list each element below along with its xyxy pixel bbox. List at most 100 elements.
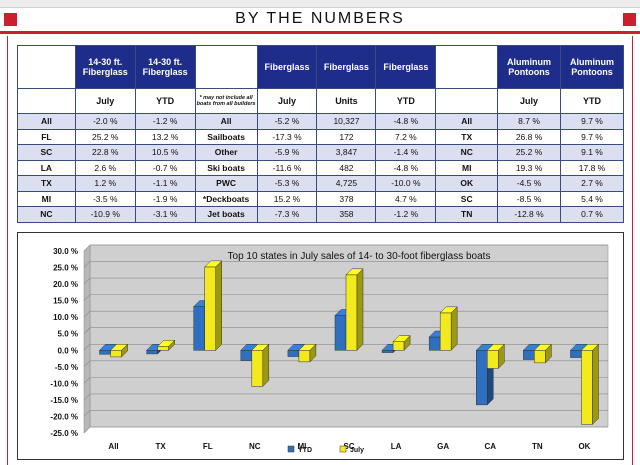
table-cell: Other xyxy=(194,144,258,161)
bar-top-july xyxy=(439,306,458,314)
bar-top-july xyxy=(580,344,600,351)
table-cell: 5.4 % xyxy=(560,190,624,207)
bar-side-july xyxy=(262,343,270,387)
red-square-left xyxy=(4,13,17,26)
table-cell: FL xyxy=(17,128,76,145)
right-rule xyxy=(632,36,633,465)
gridline xyxy=(83,261,608,268)
table-subheader-cell: Units xyxy=(316,88,377,114)
table-cell: 2.6 % xyxy=(74,159,136,176)
table-row: TX 1.2 % -1.1 % PWC -5.3 % 4,725 -10.0 % OK -4.5… xyxy=(17,175,624,192)
table-cell: TX xyxy=(17,175,76,192)
table-cell: -5.2 % xyxy=(256,113,318,130)
table-subheader-cell xyxy=(435,88,499,114)
table-cell: SC xyxy=(435,190,499,207)
table-cell: -1.9 % xyxy=(134,190,196,207)
bar-top-july xyxy=(392,335,411,342)
legend-label: July xyxy=(350,447,364,454)
table-row: MI -3.5 % -1.9 % *Deckboats 15.2 % 378 4.7 % SC… xyxy=(17,190,624,207)
table-cell: -4.8 % xyxy=(375,113,437,130)
bar-ytd xyxy=(476,350,488,406)
gridline xyxy=(83,393,608,401)
table-cell: -8.5 % xyxy=(497,190,561,207)
bar-july xyxy=(157,346,169,351)
table-cell: -12.8 % xyxy=(497,206,561,223)
table-cell: TN xyxy=(435,206,499,223)
gridline xyxy=(83,360,608,368)
y-tick-label: 5.0 % xyxy=(58,330,78,339)
y-tick-label: 10.0 % xyxy=(53,313,78,322)
table-row: NC -10.9 % -3.1 % Jet boats -7.3 % 358 -1.2 % T… xyxy=(17,206,624,223)
table-cell: 13.2 % xyxy=(134,128,196,145)
bar-july xyxy=(581,350,593,425)
table-cell: All xyxy=(435,113,499,130)
table-header-cell xyxy=(435,45,499,89)
bar-ytd xyxy=(287,350,300,357)
bar-july xyxy=(204,266,216,351)
table-cell: NC xyxy=(17,206,76,223)
title-bar: BY THE NUMBERS xyxy=(0,8,640,34)
gridline xyxy=(83,377,608,384)
table-subheader-cell: YTD xyxy=(560,88,624,114)
bar-top-july xyxy=(204,260,223,268)
y-tick-label: -25.0 % xyxy=(50,429,78,438)
table-header-cell: Aluminum Pontoons xyxy=(560,45,624,89)
table-subheader-cell: July xyxy=(256,88,318,114)
table-cell: 25.2 % xyxy=(74,128,136,145)
table-cell: -3.1 % xyxy=(134,206,196,223)
table-cell: 9.7 % xyxy=(560,128,624,145)
table-cell: 10,327 xyxy=(316,113,377,130)
table-cell: 0.7 % xyxy=(560,206,624,223)
table-footnote: * may not include all boats from all bui… xyxy=(194,88,258,114)
table-cell: 25.2 % xyxy=(497,144,561,161)
gridline xyxy=(83,294,608,301)
gridline xyxy=(83,410,608,417)
y-tick-label: -20.0 % xyxy=(50,412,78,421)
table-subheader-cell: July xyxy=(497,88,561,114)
table-cell: OK xyxy=(435,175,499,192)
table-cell: 2.7 % xyxy=(560,175,624,192)
bar-ytd xyxy=(523,350,535,360)
table-cell: 9.7 % xyxy=(560,113,624,130)
table-header-cell xyxy=(17,45,76,89)
bar-ytd xyxy=(193,306,205,351)
y-tick-label: -10.0 % xyxy=(50,379,78,388)
table-subheader-cell xyxy=(17,88,76,114)
x-tick-label: FL xyxy=(203,442,213,451)
x-tick-label: OK xyxy=(578,442,590,451)
y-tick-label: 30.0 % xyxy=(53,247,78,256)
bar-top-july xyxy=(298,344,317,351)
y-tick-label: 15.0 % xyxy=(53,297,78,306)
table-row: FL 25.2 % 13.2 % Sailboats -17.3 % 172 7.2 % TX… xyxy=(17,128,624,145)
gridline xyxy=(83,244,608,252)
legend-swatch-ytd xyxy=(287,445,295,453)
bar-ytd xyxy=(428,336,441,351)
table-cell: TX xyxy=(435,128,499,145)
table-cell: -5.3 % xyxy=(256,175,318,192)
chart-panel: 30.0 % 25.0 % 20.0 % 15.0 % 10.0 % 5.0 % 0.0 %… xyxy=(17,232,624,460)
table-cell: -1.2 % xyxy=(375,206,437,223)
x-tick-label: SC xyxy=(343,442,354,451)
table-header-cell: Fiberglass xyxy=(256,45,318,89)
table-header-row: 14-30 ft. Fiberglass 14-30 ft. Fiberglas… xyxy=(17,45,624,89)
gridline xyxy=(83,426,608,434)
table-cell: 7.2 % xyxy=(375,128,437,145)
table-header-cell: Aluminum Pontoons xyxy=(497,45,561,89)
chart-title: Top 10 states in July sales of 14- to 30… xyxy=(228,251,491,262)
table-cell: Sailboats xyxy=(194,128,258,145)
table-cell: MI xyxy=(17,190,76,207)
table-cell: LA xyxy=(17,159,76,176)
legend-swatch-july xyxy=(339,445,347,453)
gridline xyxy=(83,277,608,285)
table-cell: -0.7 % xyxy=(134,159,196,176)
bar-top-july xyxy=(251,344,270,351)
table-cell: -3.5 % xyxy=(74,190,136,207)
table-cell: All xyxy=(17,113,76,130)
y-tick-label: -15.0 % xyxy=(50,396,78,405)
bar-ytd xyxy=(381,350,394,353)
table-cell: *Deckboats xyxy=(194,190,258,207)
legend-label: YTD xyxy=(298,447,312,454)
table-cell: -4.8 % xyxy=(375,159,437,176)
table-row: LA 2.6 % -0.7 % Ski boats -11.6 % 482 -4.8 % MI… xyxy=(17,159,624,176)
